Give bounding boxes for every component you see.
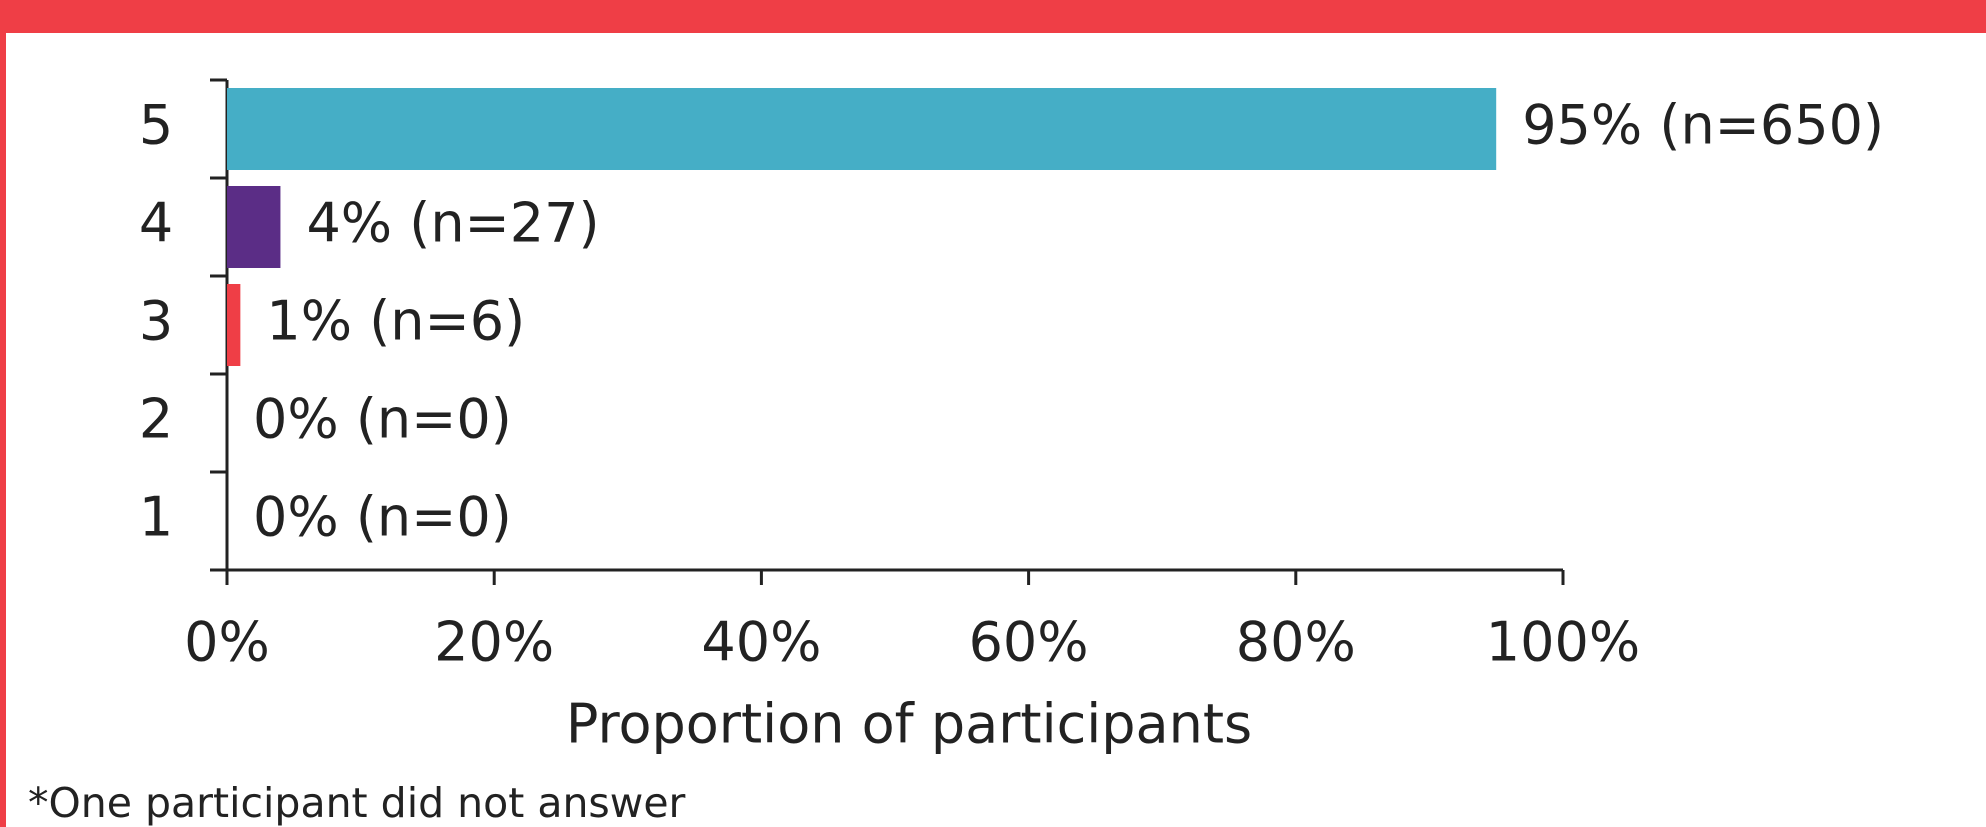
x-axis-label: Proportion of participants [566,693,1252,756]
y-tick-label: 3 [139,290,173,353]
x-tick-label: 60% [969,611,1089,674]
value-label: 4% (n=27) [306,192,599,255]
y-tick-label: 5 [139,94,173,157]
x-tick-label: 100% [1486,611,1640,674]
bar [227,284,241,366]
x-tick-label: 80% [1236,611,1356,674]
x-tick-label: 0% [184,611,270,674]
y-tick-label: 4 [139,192,173,255]
y-tick-label: 2 [139,388,173,451]
value-label: 0% (n=0) [253,388,512,451]
x-tick-label: 20% [434,611,554,674]
value-label: 1% (n=6) [266,290,525,353]
y-tick-label: 1 [139,486,173,549]
banner [0,0,1986,33]
value-label: 95% (n=650) [1522,94,1884,157]
left-border [0,0,6,827]
value-label: 0% (n=0) [253,486,512,549]
bar [227,88,1497,170]
footnote: *One participant did not answer [28,779,686,827]
x-tick-label: 40% [701,611,821,674]
bar [227,186,281,268]
